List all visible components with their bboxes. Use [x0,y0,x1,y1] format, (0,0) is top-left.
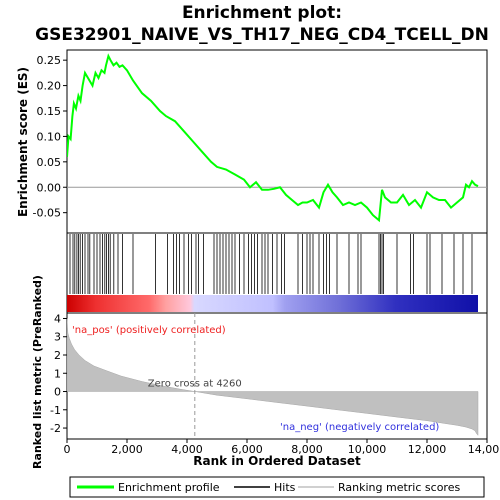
metric-y-tick-label: 0 [54,386,61,399]
metric-y-axis-label: Ranked list metric (PreRanked) [31,275,44,469]
es-panel-frame [66,49,488,234]
legend-metric-label: Ranking metric scores [338,481,460,494]
es-y-tick-label: 0.10 [37,130,62,143]
es-panel: -0.05 0.00 0.05 0.10 0.15 0.20 0.25 Enrichment… [16,49,488,234]
es-y-axis-label: Enrichment score (ES) [16,67,30,217]
metric-y-tick-label: 3 [54,331,61,344]
x-tick-label: 2,000 [111,443,143,456]
x-tick-label: 10,000 [348,443,387,456]
metric-y-tick-label: 4 [54,312,61,325]
x-tick-label: 12,000 [408,443,447,456]
zero-cross-label: Zero cross at 4260 [148,378,242,389]
x-tick-label: 0 [64,443,71,456]
metric-y-tick-label: 1 [54,367,61,380]
x-tick-label: 6,000 [231,443,263,456]
es-y-tick-label: 0.05 [37,156,62,169]
x-tick-label: 14,000 [468,443,500,456]
es-y-axis: -0.05 0.00 0.05 0.10 0.15 0.20 0.25 [33,54,67,220]
hit-markers [69,234,473,294]
legend-frame [69,476,485,498]
legend: Enrichment profile Hits Ranking metric s… [69,476,485,498]
chart-title-line-2: GSE32901_NAIVE_VS_TH17_NEG_CD4_TCELL_DN [35,25,489,45]
x-axis: 0 2,000 4,000 6,000 8,000 10,000 12,000 14,000 [64,439,500,456]
legend-enrichment-label: Enrichment profile [118,481,220,494]
metric-y-axis: -2 -1 0 1 2 3 4 [50,312,67,435]
x-tick-label: 8,000 [291,443,323,456]
metric-panel: -2 -1 0 1 2 3 4 Zero cross at 4260 'na_pos' (p… [31,275,500,469]
chart-title-line-1: Enrichment plot: [182,3,342,23]
x-tick-label: 4,000 [171,443,203,456]
negative-correlation-label: 'na_neg' (negatively correlated) [280,422,439,433]
x-axis-label: Rank in Ordered Dataset [193,454,361,468]
metric-y-tick-label: -2 [50,422,61,435]
hits-panel [66,232,488,314]
positive-correlation-label: 'na_pos' (positively correlated) [72,325,226,336]
es-y-tick-label: 0.00 [37,181,62,194]
es-y-tick-label: 0.25 [37,54,62,67]
es-y-tick-label: 0.20 [37,80,62,93]
es-y-tick-label: 0.15 [37,105,62,118]
ranking-metric-area [67,318,479,436]
metric-y-tick-label: 2 [54,349,61,362]
es-y-tick-label: -0.05 [33,207,61,220]
enrichment-profile-line [67,53,479,223]
ranking-color-bar [67,295,478,312]
metric-y-tick-label: -1 [50,404,61,417]
legend-hits-label: Hits [274,481,296,494]
